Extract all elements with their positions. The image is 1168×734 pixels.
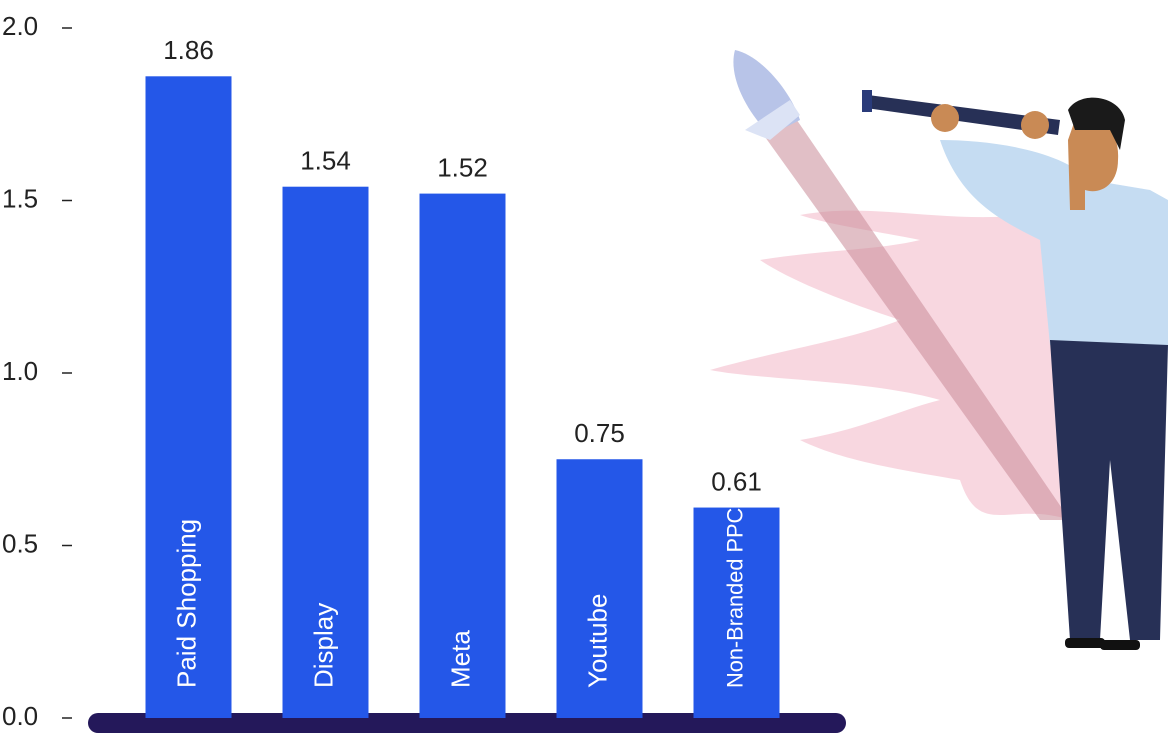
y-tick-label: 0.5 bbox=[2, 528, 38, 558]
bar bbox=[419, 193, 506, 719]
value-label: 1.52 bbox=[437, 152, 488, 182]
category-label: Paid Shopping bbox=[171, 519, 201, 688]
bar bbox=[556, 459, 643, 718]
head bbox=[1068, 117, 1119, 210]
y-tick-label: 1.5 bbox=[2, 183, 38, 213]
telescope-lens bbox=[862, 90, 872, 112]
value-label: 0.61 bbox=[711, 466, 762, 496]
y-tick-label: 1.0 bbox=[2, 356, 38, 386]
flame bbox=[710, 210, 1070, 520]
value-label: 1.86 bbox=[163, 35, 214, 65]
shoe bbox=[1065, 638, 1105, 648]
value-label: 0.75 bbox=[574, 418, 625, 448]
illustration bbox=[710, 50, 1168, 650]
shirt bbox=[940, 140, 1168, 350]
category-label: Display bbox=[308, 603, 338, 688]
hand bbox=[931, 104, 959, 132]
hand bbox=[1021, 111, 1049, 139]
bar bbox=[693, 507, 780, 718]
category-label: Youtube bbox=[582, 594, 612, 688]
trousers bbox=[1050, 340, 1168, 640]
rocket-fin bbox=[745, 100, 800, 140]
y-tick-label: 2.0 bbox=[2, 11, 38, 41]
category-label: Non-Branded PPC bbox=[722, 508, 747, 688]
baseline bbox=[88, 713, 846, 733]
rocket-trail bbox=[760, 110, 1070, 520]
telescope bbox=[866, 95, 1060, 135]
bar bbox=[282, 186, 369, 718]
y-tick-label: 0.0 bbox=[2, 701, 38, 731]
value-label: 1.54 bbox=[300, 146, 351, 176]
bar bbox=[145, 76, 232, 719]
hair bbox=[1068, 97, 1125, 150]
category-label: Meta bbox=[445, 630, 475, 688]
shoe bbox=[1100, 640, 1140, 650]
